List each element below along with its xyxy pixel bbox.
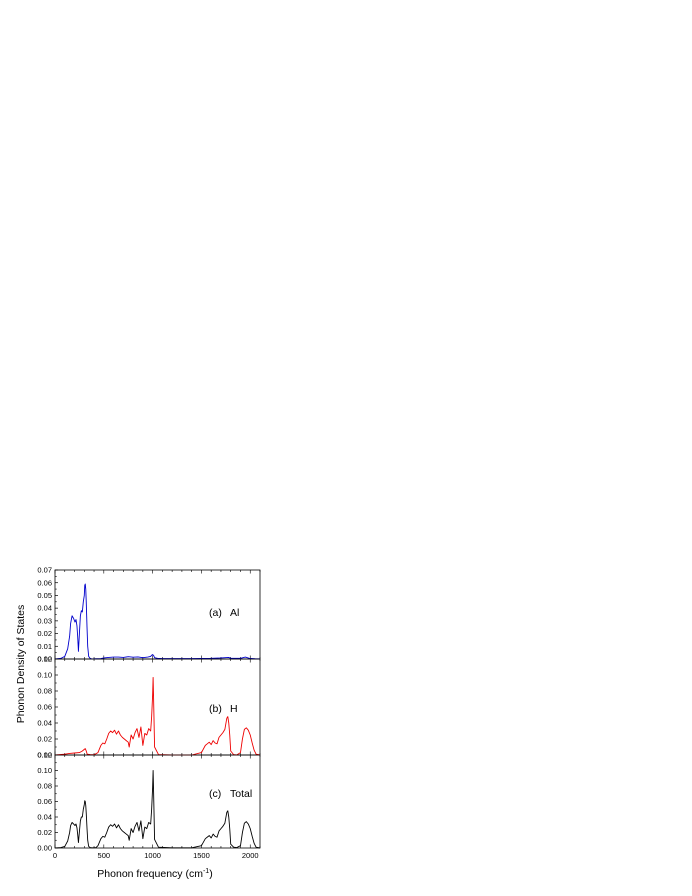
series-label: Total — [230, 788, 252, 800]
x-axis-title-main: Phonon frequency (cm — [97, 868, 203, 880]
y-axis-title: Phonon Density of States — [15, 605, 27, 724]
y-tick-label: 0.04 — [37, 719, 52, 728]
series-line-total — [54, 770, 261, 849]
panels-group: 0.000.010.020.030.040.050.060.07(a) Al0.0… — [37, 566, 261, 860]
series-label: H — [230, 703, 238, 715]
x-tick-label: 2000 — [242, 851, 259, 860]
panel-label: (a) — [209, 607, 222, 619]
y-tick-label: 0.08 — [37, 687, 52, 696]
y-tick-label: 0.03 — [37, 616, 52, 625]
y-tick-label: 0.02 — [37, 735, 52, 744]
y-tick-label: 0.02 — [37, 828, 52, 837]
x-tick-label: 500 — [98, 851, 111, 860]
y-tick-label: 0.12 — [37, 751, 52, 760]
y-tick-label: 0.12 — [37, 655, 52, 664]
y-tick-label: 0.02 — [37, 629, 52, 638]
y-tick-label: 0.10 — [37, 766, 52, 775]
y-tick-label: 0.07 — [37, 566, 52, 575]
y-tick-label: 0.08 — [37, 782, 52, 791]
y-tick-label: 0.05 — [37, 591, 52, 600]
y-tick-label: 0.00 — [37, 751, 52, 760]
panel-label: (b) — [209, 703, 222, 715]
series-line-al — [54, 583, 261, 660]
x-tick-label: 0 — [53, 851, 57, 860]
y-tick-label: 0.06 — [37, 797, 52, 806]
series-label: Al — [230, 607, 239, 619]
x-axis-title: Phonon frequency (cm-1) — [97, 868, 212, 880]
y-tick-label: 0.04 — [37, 604, 52, 613]
panel-2: 0.00 0.02 0.04 0.06 0.08 0.10 0.12 (b) H — [37, 655, 261, 760]
x-tick-label: 1000 — [144, 851, 161, 860]
panel-label: (c) — [209, 788, 221, 800]
y-tick-label: 0.06 — [37, 578, 52, 587]
x-axis-title-close: ) — [209, 868, 213, 880]
y-tick-label: 0.04 — [37, 813, 52, 822]
x-tick-label: 1500 — [193, 851, 210, 860]
y-tick-label: 0.06 — [37, 703, 52, 712]
y-tick-label: 0.00 — [37, 655, 52, 664]
x-axis-title-superscript: -1 — [203, 868, 209, 875]
y-tick-label: 0.00 — [37, 844, 52, 853]
y-tick-label: 0.10 — [37, 671, 52, 680]
series-line-h — [54, 676, 261, 756]
panel-1: 0.00 0.01 0.02 0.03 0.04 0.05 0.06 0.07 (a) Al — [37, 566, 261, 664]
y-tick-label: 0.01 — [37, 642, 52, 651]
panel-3: 0.00 0.02 0.04 0.06 0.08 0.10 0.12 (c) Total — [37, 751, 261, 853]
panel-frame — [54, 754, 261, 849]
